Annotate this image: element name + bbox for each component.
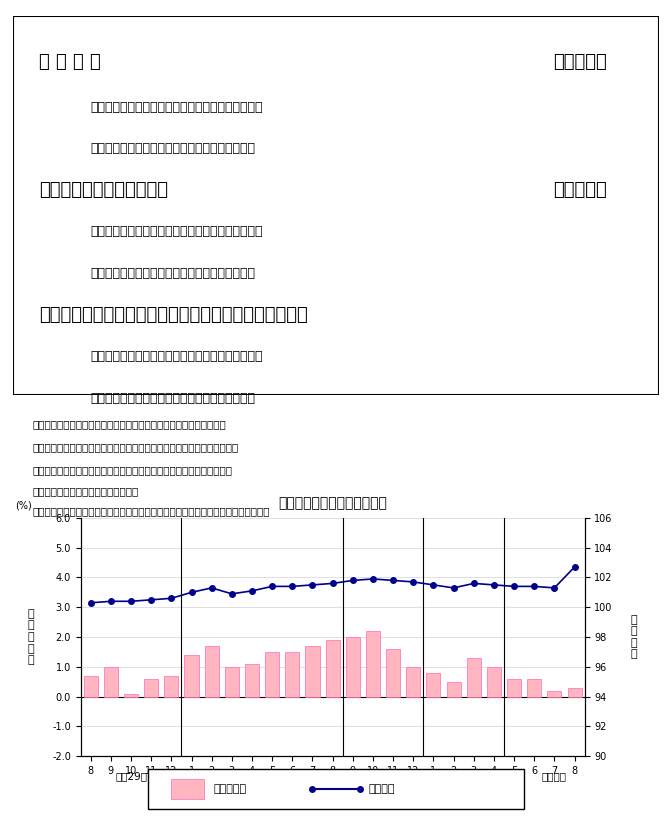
Text: 平成31年: 平成31年 — [458, 771, 490, 781]
Text: １０２．７: １０２．７ — [553, 53, 607, 71]
Bar — [366, 631, 380, 697]
Bar — [285, 652, 299, 697]
Text: 総 合 指 数: 総 合 指 数 — [39, 53, 101, 71]
Bar — [164, 676, 178, 697]
Bar — [124, 694, 138, 697]
Bar — [346, 637, 360, 697]
Bar — [426, 672, 441, 697]
Bar — [406, 667, 421, 697]
Text: (%): (%) — [15, 501, 32, 510]
Text: １０２．２: １０２．２ — [553, 182, 607, 200]
Bar — [547, 690, 561, 697]
Text: 前　月　比（＋）０．５％（３か月ぶりの上昇）: 前 月 比（＋）０．５％（３か月ぶりの上昇） — [91, 142, 256, 155]
Bar — [144, 679, 159, 697]
Text: 総合指数: 総合指数 — [369, 784, 395, 794]
Text: 公表された指数値を用いて計算した値とは一致しない場合がある。: 公表された指数値を用いて計算した値とは一致しない場合がある。 — [33, 464, 233, 475]
Text: 前年同月比（＋）０．７％（２１か月連続の上昇）: 前年同月比（＋）０．７％（２１か月連続の上昇） — [91, 350, 263, 363]
Text: 前年同月比（＋）０．５％（３４か月連続の上昇）: 前年同月比（＋）０．５％（３４か月連続の上昇） — [91, 225, 263, 238]
FancyBboxPatch shape — [148, 769, 524, 809]
Text: １）指数値は、端数処理後（小数第２位を四捨五入）の数値である。: １）指数値は、端数処理後（小数第２位を四捨五入）の数値である。 — [33, 418, 226, 429]
Title: 鳥取市消費者物価指数の推移: 鳥取市消費者物価指数の推移 — [278, 496, 387, 510]
Text: ２）変化率、寄与度は、端数処理前の指数値を用いて計算しているため、: ２）変化率、寄与度は、端数処理前の指数値を用いて計算しているため、 — [33, 442, 239, 452]
Bar — [487, 667, 501, 697]
Text: 平成29年: 平成29年 — [115, 771, 147, 781]
Y-axis label: 総
合
指
数: 総 合 指 数 — [630, 615, 637, 659]
Bar — [265, 652, 280, 697]
Bar — [171, 779, 204, 799]
Bar — [527, 679, 541, 697]
Bar — [245, 664, 259, 697]
Bar — [204, 646, 219, 697]
Y-axis label: 前
年
同
月
比: 前 年 同 月 比 — [28, 609, 34, 665]
Text: 前年同月比（＋）０．２％（３５か月連続の上昇）: 前年同月比（＋）０．２％（３５か月連続の上昇） — [91, 100, 263, 113]
Text: 前年同月比: 前年同月比 — [214, 784, 247, 794]
Text: ３）前月比は原数値を掲載している。: ３）前月比は原数値を掲載している。 — [33, 486, 139, 496]
Text: 前　月　比（＋）０．２％（４か月ぶりの上昇）: 前 月 比（＋）０．２％（４か月ぶりの上昇） — [91, 392, 256, 405]
Text: 令和元年: 令和元年 — [542, 771, 567, 781]
FancyBboxPatch shape — [13, 16, 659, 395]
Text: 前　月　比（＋）０．２％（３か月ぶりの上昇）: 前 月 比（＋）０．２％（３か月ぶりの上昇） — [91, 267, 256, 280]
Bar — [184, 655, 199, 697]
Bar — [224, 667, 239, 697]
Bar — [325, 640, 339, 697]
Text: 〇生鮮食品を除く総合指数: 〇生鮮食品を除く総合指数 — [39, 182, 168, 200]
Bar — [466, 658, 480, 697]
Bar — [386, 649, 400, 697]
Text: ４）総務省統計局「小売物価統計調査」の調査票情報をもとに作成したものである。: ４）総務省統計局「小売物価統計調査」の調査票情報をもとに作成したものである。 — [33, 506, 270, 516]
Bar — [446, 681, 460, 697]
Bar — [507, 679, 521, 697]
Text: 〇生鮮食品及びエネルギーを除く総合指数　１０２．０: 〇生鮮食品及びエネルギーを除く総合指数 １０２．０ — [39, 306, 308, 324]
Text: 平成30年: 平成30年 — [256, 771, 288, 781]
Bar — [567, 688, 581, 697]
Bar — [305, 646, 319, 697]
Bar — [103, 667, 118, 697]
Bar — [83, 676, 98, 697]
